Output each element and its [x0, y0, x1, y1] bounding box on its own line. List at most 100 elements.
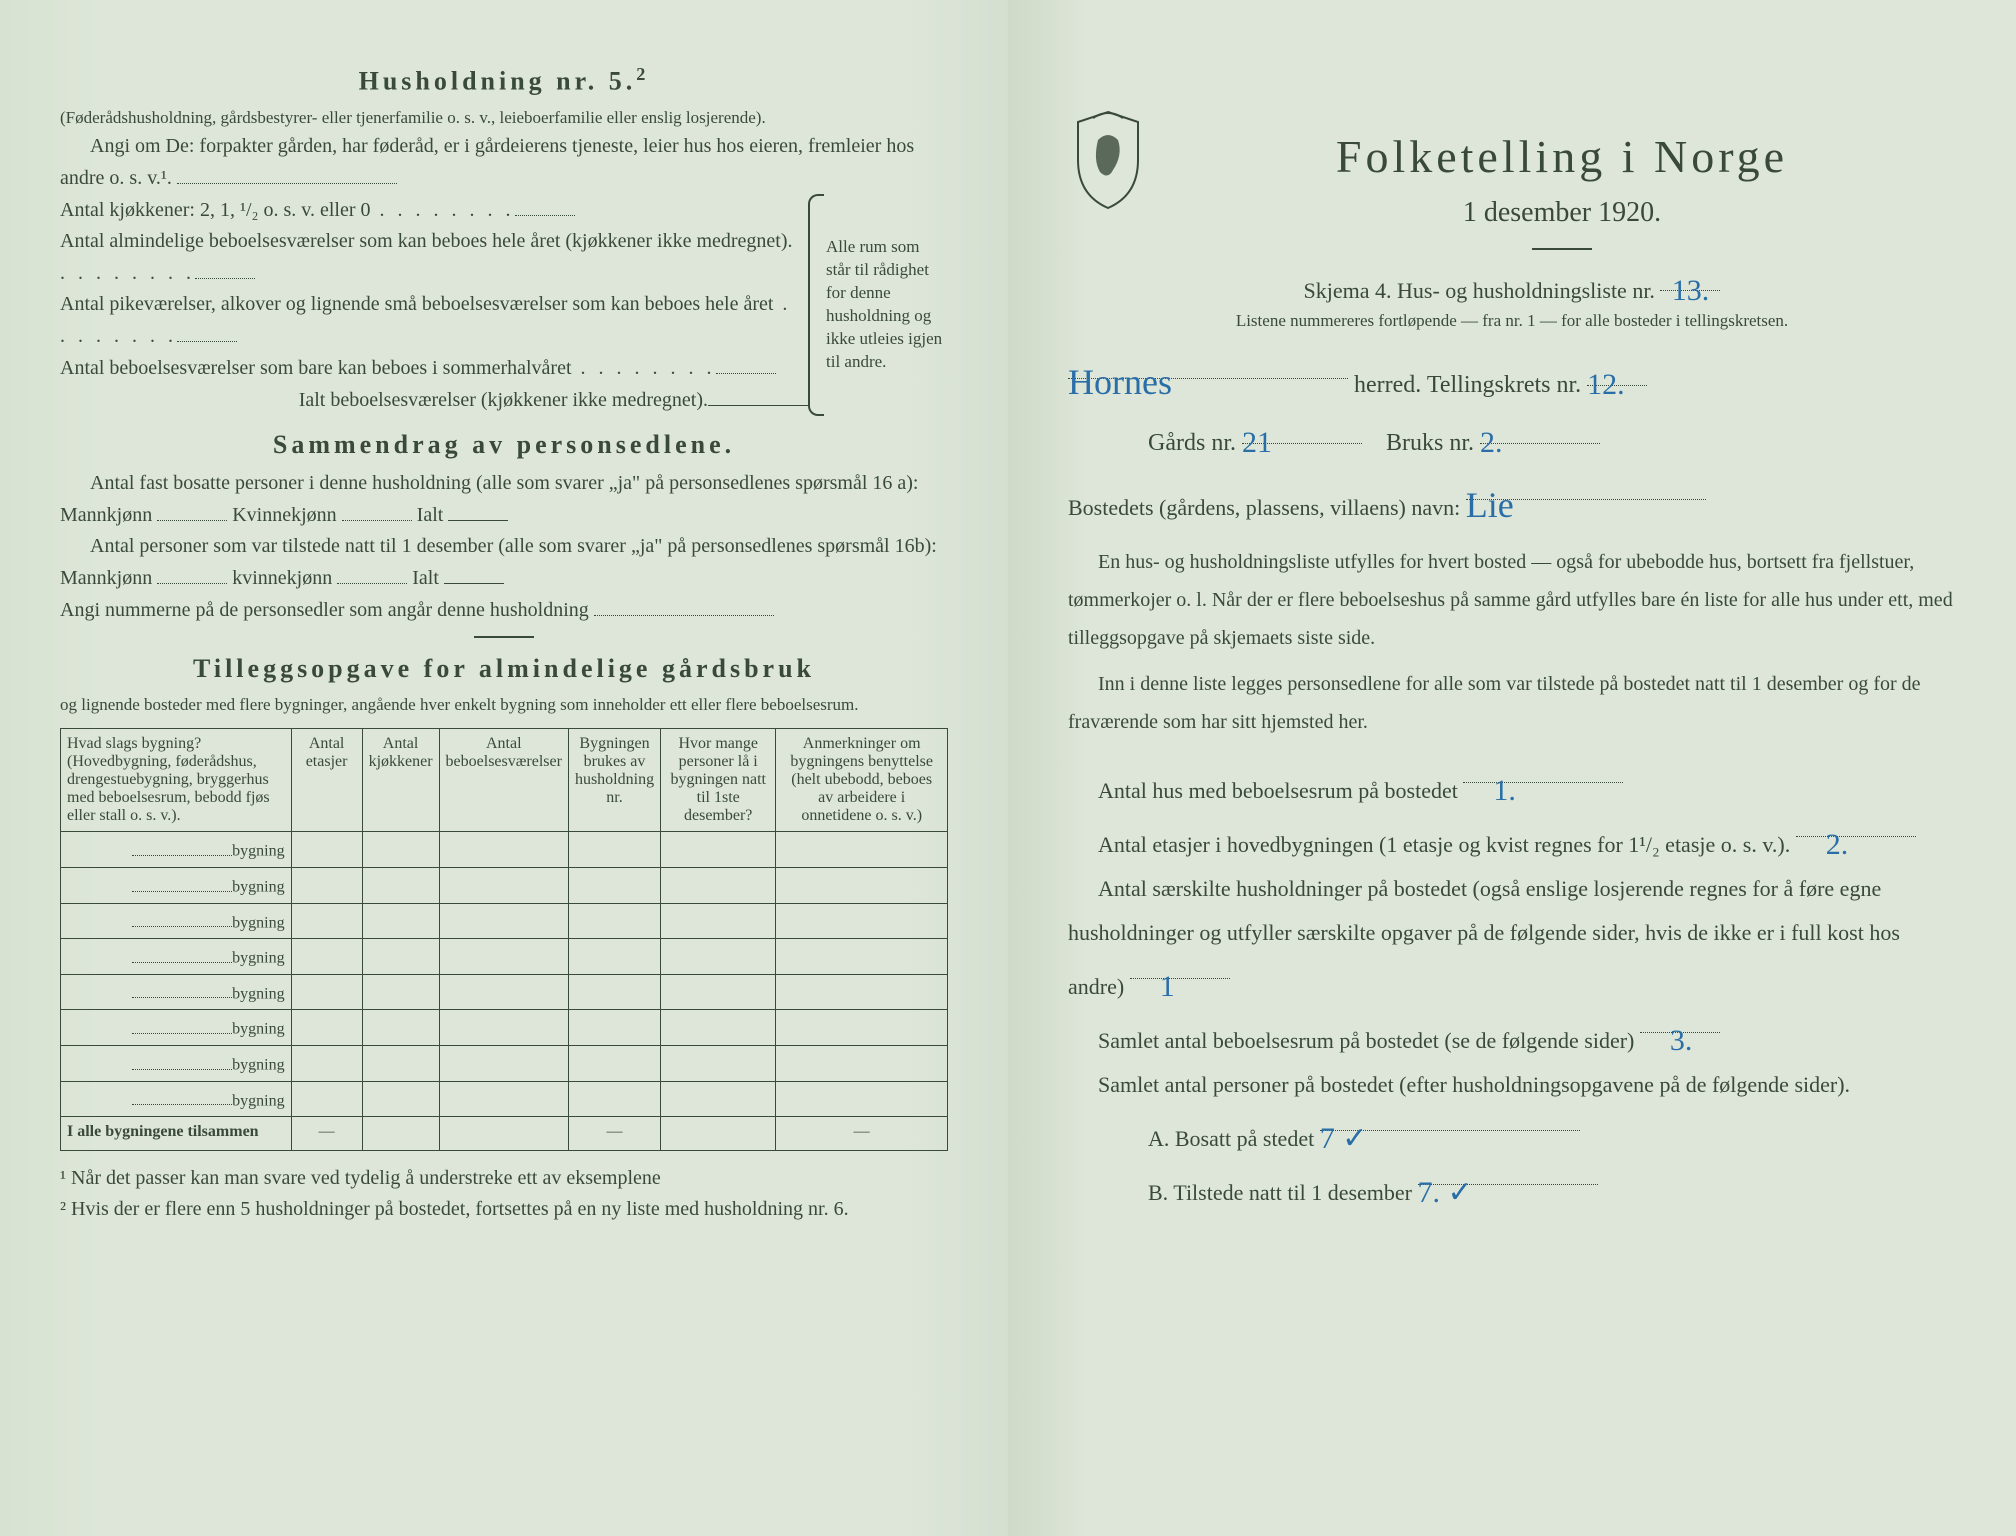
- cell[interactable]: [568, 974, 660, 1010]
- bebo3-fill[interactable]: [716, 352, 776, 374]
- cell[interactable]: [291, 974, 362, 1010]
- skjema-fill[interactable]: 13.: [1660, 266, 1720, 290]
- mann1-fill[interactable]: [157, 499, 227, 521]
- q3-label: Antal særskilte husholdninger på bostede…: [1068, 876, 1900, 999]
- row-fill[interactable]: [132, 1016, 232, 1034]
- footnote-2: ² Hvis der er flere enn 5 husholdninger …: [60, 1194, 948, 1225]
- row-fill[interactable]: [132, 838, 232, 856]
- gard-fill[interactable]: 21: [1242, 418, 1362, 444]
- gard-label: Gårds nr.: [1148, 430, 1236, 456]
- cell[interactable]: [776, 974, 948, 1010]
- row-label: bygning: [232, 1092, 284, 1109]
- cell[interactable]: [362, 903, 439, 939]
- building-table: Hvad slags bygning? (Hovedbygning, føder…: [60, 728, 948, 1151]
- cell[interactable]: [291, 939, 362, 975]
- cell[interactable]: [661, 1010, 776, 1046]
- cell[interactable]: [661, 832, 776, 868]
- cell[interactable]: [661, 1081, 776, 1117]
- q4-label: Samlet antal beboelsesrum på bostedet (s…: [1098, 1028, 1634, 1053]
- row-fill[interactable]: [132, 910, 232, 928]
- cell[interactable]: [776, 832, 948, 868]
- row-fill[interactable]: [132, 981, 232, 999]
- kjokken-fill[interactable]: [515, 194, 575, 216]
- row-fill[interactable]: [132, 945, 232, 963]
- cell[interactable]: [776, 1081, 948, 1117]
- row-fill[interactable]: [132, 1088, 232, 1106]
- kvinne1-fill[interactable]: [342, 499, 412, 521]
- bruk-fill[interactable]: 2.: [1480, 418, 1600, 444]
- qA-fill[interactable]: 7 ✓: [1320, 1107, 1580, 1131]
- angi-fill[interactable]: [177, 162, 397, 184]
- cell[interactable]: [568, 903, 660, 939]
- bebo2-fill[interactable]: [177, 320, 237, 342]
- table-row: bygning: [61, 1081, 948, 1117]
- total-label: I alle bygningene tilsammen: [61, 1117, 292, 1151]
- cell[interactable]: [362, 832, 439, 868]
- bebo-total-fill[interactable]: [708, 384, 808, 406]
- cell[interactable]: [568, 832, 660, 868]
- herred-fill[interactable]: Hornes: [1068, 353, 1348, 379]
- cell[interactable]: [439, 832, 568, 868]
- bebo1-fill[interactable]: [195, 257, 255, 279]
- footnotes: ¹ Når det passer kan man svare ved tydel…: [60, 1163, 948, 1225]
- dash-cell: —: [776, 1117, 948, 1151]
- angi-nummer-fill[interactable]: [594, 594, 774, 616]
- cell[interactable]: [291, 832, 362, 868]
- cell[interactable]: [439, 867, 568, 903]
- cell[interactable]: [439, 974, 568, 1010]
- cell[interactable]: [568, 867, 660, 903]
- cell[interactable]: [661, 939, 776, 975]
- cell[interactable]: [291, 1081, 362, 1117]
- cell[interactable]: [776, 903, 948, 939]
- ialt2-fill[interactable]: [444, 562, 504, 584]
- cell[interactable]: [439, 939, 568, 975]
- cell[interactable]: [661, 1045, 776, 1081]
- herred-label: herred. Tellingskrets nr.: [1354, 372, 1581, 398]
- krets-fill[interactable]: 12.: [1587, 360, 1647, 386]
- cell[interactable]: [362, 974, 439, 1010]
- cell[interactable]: [291, 867, 362, 903]
- qB-fill[interactable]: 7. ✓: [1418, 1161, 1598, 1185]
- q3-fill[interactable]: 1: [1130, 955, 1230, 979]
- cell[interactable]: [568, 1045, 660, 1081]
- q2-fill[interactable]: 2.: [1796, 813, 1916, 837]
- cell[interactable]: [439, 1010, 568, 1046]
- cell[interactable]: [776, 1045, 948, 1081]
- cell[interactable]: [439, 1045, 568, 1081]
- cell[interactable]: [661, 903, 776, 939]
- ialt1-fill[interactable]: [448, 499, 508, 521]
- cell[interactable]: [661, 867, 776, 903]
- cell[interactable]: [568, 1081, 660, 1117]
- row-fill[interactable]: [132, 1052, 232, 1070]
- cell[interactable]: [439, 903, 568, 939]
- cell[interactable]: [362, 867, 439, 903]
- cell[interactable]: [661, 1117, 776, 1151]
- bosted-fill[interactable]: Lie: [1466, 476, 1706, 500]
- cell[interactable]: [568, 939, 660, 975]
- cell[interactable]: [776, 939, 948, 975]
- cell[interactable]: [661, 974, 776, 1010]
- kjokken-line: Antal kjøkkener: 2, 1, ¹/₂ o. s. v. elle…: [60, 194, 808, 226]
- bebo3-text: Antal beboelsesværelser som bare kan beb…: [60, 357, 572, 379]
- cell[interactable]: [776, 1010, 948, 1046]
- cell[interactable]: [291, 1010, 362, 1046]
- cell[interactable]: [362, 1010, 439, 1046]
- cell[interactable]: [362, 1117, 439, 1151]
- cell[interactable]: [439, 1117, 568, 1151]
- cell[interactable]: [439, 1081, 568, 1117]
- cell[interactable]: [362, 1045, 439, 1081]
- q1-fill[interactable]: 1.: [1463, 759, 1623, 783]
- cell[interactable]: [291, 1045, 362, 1081]
- cell[interactable]: [362, 1081, 439, 1117]
- kvinne2-fill[interactable]: [337, 562, 407, 584]
- bebo2-text: Antal pikeværelser, alkover og lignende …: [60, 293, 773, 315]
- mann2-fill[interactable]: [157, 562, 227, 584]
- cell[interactable]: [362, 939, 439, 975]
- husholdning-sup: 2: [636, 64, 649, 84]
- cell[interactable]: [568, 1010, 660, 1046]
- cell[interactable]: [776, 867, 948, 903]
- row-label: bygning: [232, 950, 284, 967]
- q4-fill[interactable]: 3.: [1640, 1009, 1720, 1033]
- cell[interactable]: [291, 903, 362, 939]
- row-fill[interactable]: [132, 874, 232, 892]
